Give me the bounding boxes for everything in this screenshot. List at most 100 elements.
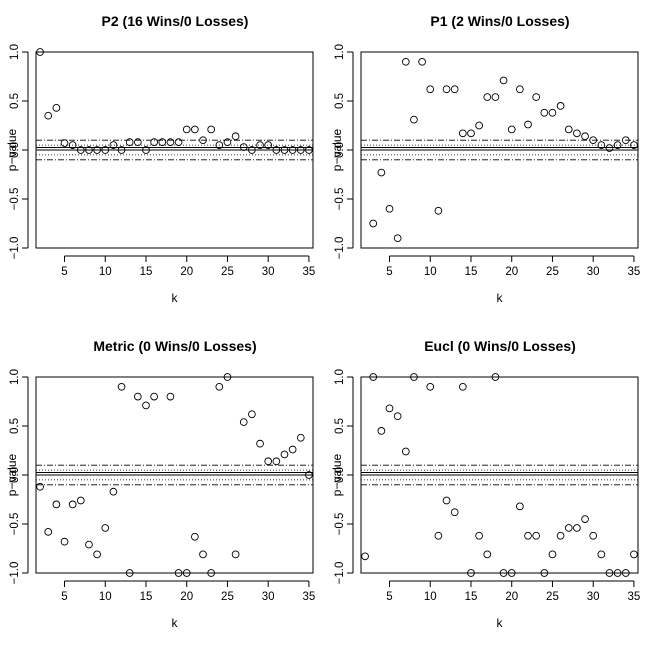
data-point (150, 138, 158, 147)
data-point (621, 136, 630, 145)
x-tick-label: 30 (587, 591, 600, 603)
data-point (280, 146, 289, 154)
y-tick-label: 0.0 (334, 142, 346, 158)
data-point (418, 57, 426, 66)
y-tick-label: 1.0 (9, 44, 21, 60)
data-point (60, 537, 69, 546)
panel-p1: P1 (2 Wins/0 Losses) −1.0 −0.5 0.0 0.5 1.0 p−v… (330, 13, 640, 305)
data-point (199, 550, 207, 559)
x-tick-label: 25 (221, 266, 234, 278)
data-point (573, 129, 581, 138)
y-axis-label: p−value (330, 128, 344, 171)
data-point (524, 120, 532, 129)
data-point (385, 204, 394, 213)
x-tick-label: 20 (180, 266, 193, 278)
x-axis-label: k (497, 291, 504, 305)
data-point (556, 531, 565, 540)
data-point (174, 569, 183, 577)
data-point (256, 141, 264, 149)
data-point (369, 219, 378, 228)
data-point (52, 104, 61, 112)
x-tick-label: 35 (303, 591, 316, 603)
panel-eucl: Eucl (0 Wins/0 Losses) −1.0 −0.5 0.0 0.5 1.0 p… (330, 338, 640, 630)
data-point (426, 382, 435, 391)
data-point (499, 569, 508, 577)
y-tick-label: 0.5 (334, 418, 346, 434)
data-point (540, 569, 549, 577)
data-point (248, 410, 256, 419)
data-point (239, 143, 248, 151)
data-point (288, 445, 297, 454)
y-tick-label: −1.0 (334, 562, 346, 585)
data-point (491, 373, 500, 381)
data-point (182, 569, 191, 577)
y-axis-label: p−value (330, 453, 344, 496)
x-tick-label: 35 (628, 591, 641, 603)
y-tick-label: 0.5 (9, 93, 21, 109)
x-tick-label: 5 (386, 266, 392, 278)
data-point (288, 146, 297, 154)
x-tick-label: 15 (465, 266, 478, 278)
data-point (85, 146, 93, 154)
data-point (458, 382, 467, 391)
data-point (125, 138, 134, 147)
data-point (450, 85, 459, 94)
data-point (540, 108, 549, 117)
data-point (93, 550, 101, 559)
data-point (158, 138, 167, 147)
data-point (133, 392, 142, 401)
data-point (532, 531, 541, 540)
data-point (207, 569, 216, 577)
y-tick-label: 0.0 (334, 467, 346, 483)
data-point (68, 141, 77, 149)
data-point (223, 373, 232, 381)
data-point (564, 125, 573, 134)
panel-p2: P2 (16 Wins/0 Losses) −1.0 −0.5 0.0 0.5 1.0 p−… (5, 13, 315, 305)
data-point (109, 141, 118, 149)
data-point (272, 457, 281, 466)
data-point (166, 138, 175, 147)
y-tick-label: 0.5 (334, 93, 346, 109)
data-point (142, 401, 150, 410)
data-point (434, 206, 443, 215)
y-tick-label: −1.0 (9, 562, 21, 585)
data-point (393, 412, 402, 421)
plot-frame (35, 376, 314, 574)
data-point (207, 125, 216, 134)
data-point (117, 146, 126, 154)
data-point (377, 427, 386, 435)
data-point (410, 373, 418, 381)
data-point (442, 496, 451, 505)
data-point (76, 496, 85, 505)
x-tick-label: 10 (99, 266, 112, 278)
data-point (516, 502, 524, 511)
y-tick-label: −1.0 (9, 237, 21, 260)
data-point (564, 524, 573, 532)
data-point (426, 85, 435, 94)
x-axis-label: k (497, 616, 504, 630)
data-point (101, 146, 110, 154)
data-point (573, 524, 581, 532)
x-tick-label: 15 (465, 591, 478, 603)
y-tick-label: −0.5 (9, 513, 21, 536)
data-point (442, 85, 451, 94)
x-tick-label: 5 (61, 591, 67, 603)
data-point (434, 531, 443, 540)
data-point (44, 111, 53, 120)
data-point (125, 569, 134, 577)
data-point (597, 550, 606, 559)
data-point (499, 76, 508, 85)
x-tick-label: 25 (546, 591, 559, 603)
x-tick-label: 15 (140, 591, 153, 603)
y-tick-label: −0.5 (9, 188, 21, 211)
data-point (264, 457, 273, 466)
data-point (581, 132, 589, 141)
data-point (483, 550, 492, 559)
data-point (44, 527, 53, 536)
data-point (507, 125, 516, 134)
chart-title: P1 (2 Wins/0 Losses) (430, 13, 569, 29)
data-point (516, 85, 524, 94)
data-point (133, 138, 142, 147)
data-point (581, 515, 589, 523)
